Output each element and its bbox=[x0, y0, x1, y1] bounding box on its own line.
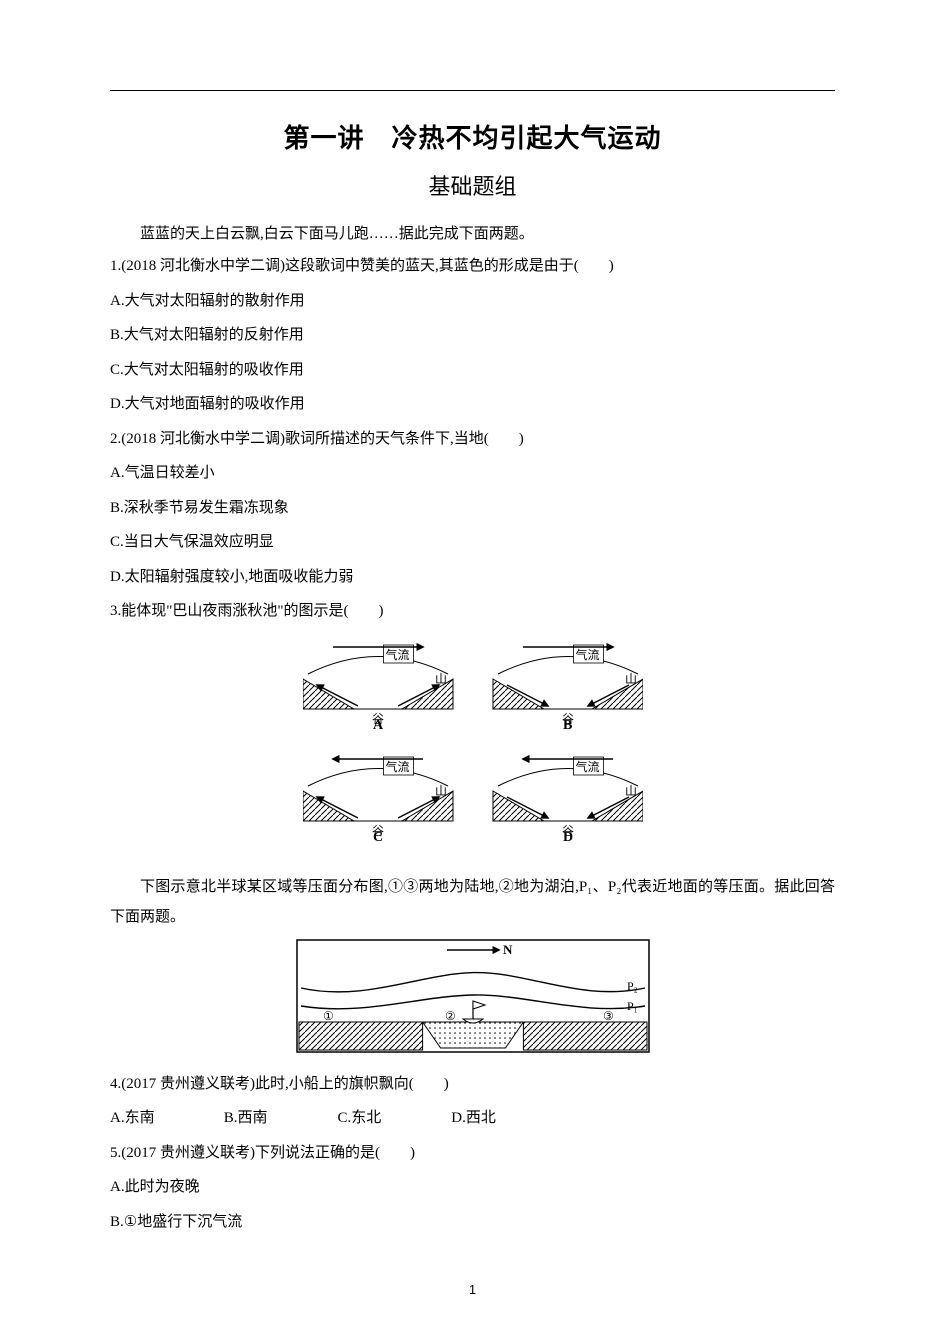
svg-text:②: ② bbox=[445, 1009, 456, 1023]
svg-text:山: 山 bbox=[435, 672, 447, 686]
svg-text:P₁: P₁ bbox=[627, 999, 638, 1013]
question-2-option-a: A.气温日较差小 bbox=[110, 456, 835, 491]
question-4-stem: 4.(2017 贵州遵义联考)此时,小船上的旗帜飘向( ) bbox=[110, 1067, 835, 1102]
svg-text:①: ① bbox=[323, 1009, 334, 1023]
figure-isobaric: N P₁ P₂ ① ② ③ bbox=[110, 936, 835, 1061]
svg-text:山: 山 bbox=[625, 784, 637, 798]
svg-text:山: 山 bbox=[435, 784, 447, 798]
svg-text:气流: 气流 bbox=[385, 647, 409, 662]
question-5-option-a: A.此时为夜晚 bbox=[110, 1170, 835, 1205]
question-4-option-b: B.西南 bbox=[224, 1101, 334, 1136]
svg-text:山: 山 bbox=[625, 672, 637, 686]
question-4-option-d: D.西北 bbox=[451, 1101, 561, 1136]
svg-text:C: C bbox=[373, 830, 383, 845]
lecture-title: 第一讲 冷热不均引起大气运动 bbox=[110, 118, 835, 155]
diagram-isobaric-surfaces: N P₁ P₂ ① ② ③ bbox=[293, 936, 653, 1056]
question-2-option-c: C.当日大气保温效应明显 bbox=[110, 525, 835, 560]
question-3-stem: 3.能体现"巴山夜雨涨秋池"的图示是( ) bbox=[110, 594, 835, 629]
question-2-stem: 2.(2018 河北衡水中学二调)歌词所描述的天气条件下,当地( ) bbox=[110, 422, 835, 457]
question-1-option-d: D.大气对地面辐射的吸收作用 bbox=[110, 387, 835, 422]
document-page: 第一讲 冷热不均引起大气运动 基础题组 蓝蓝的天上白云飘,白云下面马儿跑……据此… bbox=[0, 0, 945, 1337]
svg-text:D: D bbox=[563, 830, 573, 845]
question-2-option-d: D.太阳辐射强度较小,地面吸收能力弱 bbox=[110, 560, 835, 595]
intro-paragraph-1: 蓝蓝的天上白云飘,白云下面马儿跑……据此完成下面两题。 bbox=[110, 219, 835, 249]
svg-text:P₂: P₂ bbox=[627, 979, 638, 993]
question-5-option-b: B.①地盛行下沉气流 bbox=[110, 1205, 835, 1240]
question-4-option-a: A.东南 bbox=[110, 1101, 220, 1136]
top-rule bbox=[110, 90, 835, 91]
svg-text:A: A bbox=[373, 718, 384, 733]
question-1-stem: 1.(2018 河北衡水中学二调)这段歌词中赞美的蓝天,其蓝色的形成是由于( ) bbox=[110, 249, 835, 284]
question-4-options: A.东南 B.西南 C.东北 D.西北 bbox=[110, 1101, 835, 1136]
svg-text:气流: 气流 bbox=[385, 759, 409, 774]
question-1-option-c: C.大气对太阳辐射的吸收作用 bbox=[110, 353, 835, 388]
figure-q3: 气流山谷A气流山谷B气流山谷C气流山谷D bbox=[110, 633, 835, 866]
svg-text:N: N bbox=[503, 942, 513, 957]
svg-text:气流: 气流 bbox=[575, 759, 599, 774]
svg-text:气流: 气流 bbox=[575, 647, 599, 662]
question-2-option-b: B.深秋季节易发生霜冻现象 bbox=[110, 491, 835, 526]
question-5-stem: 5.(2017 贵州遵义联考)下列说法正确的是( ) bbox=[110, 1136, 835, 1171]
intro-paragraph-2: 下图示意北半球某区域等压面分布图,①③两地为陆地,②地为湖泊,P₁、P₂代表近地… bbox=[110, 872, 835, 932]
question-4-option-c: C.东北 bbox=[338, 1101, 448, 1136]
section-subtitle: 基础题组 bbox=[110, 169, 835, 201]
question-1-option-a: A.大气对太阳辐射的散射作用 bbox=[110, 284, 835, 319]
page-number: 1 bbox=[0, 1282, 945, 1297]
diagram-valley-mountain: 气流山谷A气流山谷B气流山谷C气流山谷D bbox=[303, 633, 643, 861]
svg-text:B: B bbox=[563, 718, 572, 733]
svg-text:③: ③ bbox=[603, 1009, 614, 1023]
question-1-option-b: B.大气对太阳辐射的反射作用 bbox=[110, 318, 835, 353]
